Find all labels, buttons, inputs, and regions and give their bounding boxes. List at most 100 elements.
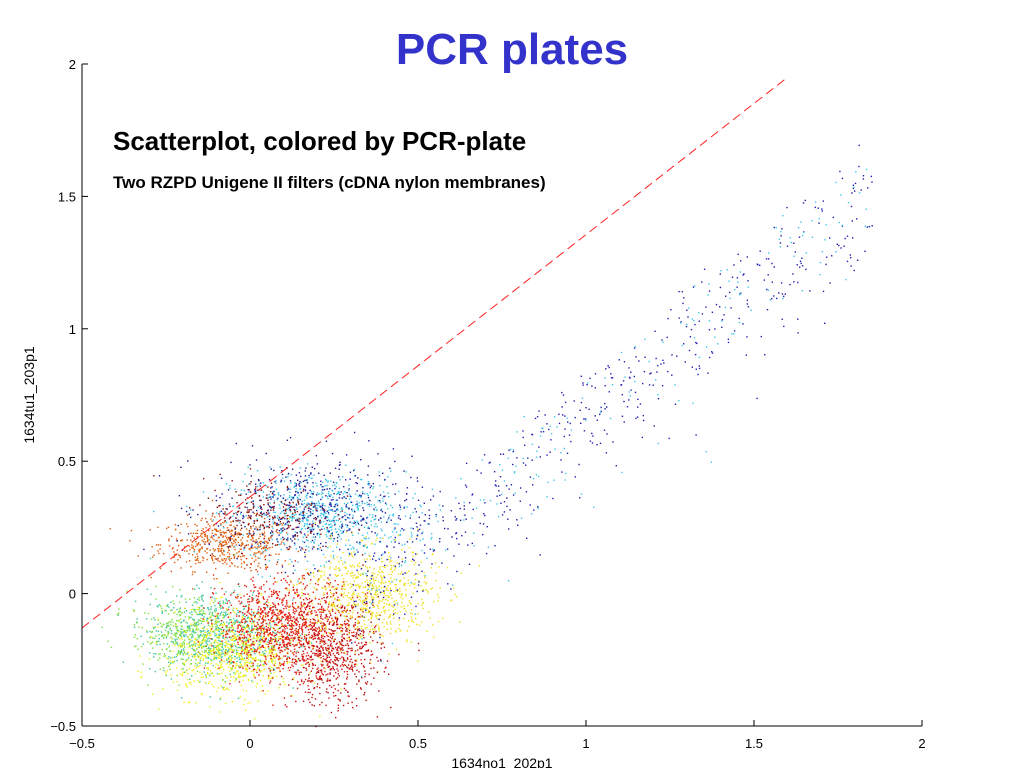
scatter-point bbox=[244, 584, 246, 587]
scatter-point bbox=[234, 612, 236, 614]
scatter-point bbox=[281, 511, 283, 513]
scatter-point bbox=[391, 506, 394, 509]
scatter-point bbox=[214, 489, 216, 492]
scatter-point bbox=[253, 620, 256, 622]
scatter-point bbox=[197, 619, 200, 621]
scatter-point bbox=[320, 509, 322, 511]
scatter-point bbox=[249, 634, 251, 636]
scatter-point bbox=[308, 640, 310, 642]
scatter-point bbox=[248, 638, 250, 641]
scatter-point bbox=[234, 643, 236, 645]
scatter-point bbox=[346, 657, 349, 659]
scatter-point bbox=[286, 658, 288, 660]
scatter-point bbox=[292, 658, 294, 660]
scatter-point bbox=[431, 488, 434, 490]
scatter-point bbox=[237, 511, 239, 513]
scatter-point bbox=[329, 526, 331, 529]
scatter-point bbox=[272, 533, 274, 535]
scatter-point bbox=[351, 647, 353, 649]
scatter-point bbox=[287, 514, 289, 517]
scatter-point bbox=[240, 545, 242, 547]
scatter-point bbox=[228, 545, 231, 547]
scatter-point bbox=[215, 651, 218, 654]
scatter-point bbox=[322, 658, 325, 660]
scatter-point bbox=[278, 534, 280, 536]
scatter-point bbox=[318, 544, 320, 547]
scatter-point bbox=[360, 478, 362, 481]
scatter-point bbox=[251, 611, 253, 613]
scatter-point bbox=[268, 554, 270, 556]
scatter-point bbox=[309, 515, 311, 517]
scatter-point bbox=[293, 677, 295, 679]
scatter-point bbox=[330, 596, 332, 598]
scatter-point bbox=[315, 455, 318, 457]
scatter-point bbox=[248, 679, 250, 681]
scatter-point bbox=[244, 545, 246, 547]
scatter-point bbox=[193, 588, 196, 590]
scatter-point bbox=[306, 605, 308, 608]
scatter-point bbox=[257, 666, 259, 668]
scatter-point bbox=[273, 589, 275, 592]
scatter-point bbox=[327, 582, 330, 585]
scatter-point bbox=[319, 715, 321, 718]
scatter-point bbox=[241, 649, 244, 651]
scatter-point bbox=[352, 666, 354, 669]
scatter-point bbox=[205, 642, 208, 645]
scatter-point bbox=[204, 550, 206, 552]
scatter-point bbox=[264, 662, 266, 664]
scatter-point bbox=[178, 495, 181, 497]
scatter-point bbox=[228, 600, 230, 602]
scatter-point bbox=[324, 485, 326, 487]
scatter-point bbox=[263, 630, 265, 632]
scatter-point bbox=[230, 647, 233, 649]
scatter-point bbox=[304, 645, 306, 648]
scatter-point bbox=[310, 492, 312, 495]
scatter-point bbox=[361, 554, 364, 556]
scatter-point bbox=[153, 617, 155, 619]
scatter-point bbox=[278, 614, 280, 616]
scatter-point bbox=[183, 635, 185, 637]
scatter-point bbox=[264, 693, 266, 695]
scatter-point bbox=[234, 633, 236, 635]
scatter-point bbox=[354, 604, 356, 606]
scatter-point bbox=[249, 652, 252, 654]
scatter-point bbox=[243, 674, 245, 676]
scatter-point bbox=[378, 519, 380, 521]
scatter-point bbox=[188, 643, 190, 645]
scatter-point bbox=[352, 706, 354, 709]
scatter-point bbox=[313, 503, 316, 505]
scatter-point bbox=[180, 507, 183, 510]
scatter-point bbox=[215, 615, 218, 618]
scatter-point bbox=[327, 618, 329, 621]
scatter-point bbox=[272, 645, 274, 647]
scatter-point bbox=[211, 529, 214, 532]
scatter-point bbox=[340, 688, 342, 690]
scatter-point bbox=[295, 485, 297, 487]
scatter-point bbox=[308, 647, 311, 649]
scatter-point bbox=[272, 649, 275, 651]
scatter-point bbox=[216, 642, 219, 644]
scatter-point bbox=[193, 669, 195, 671]
scatter-point bbox=[241, 602, 243, 604]
scatter-point bbox=[306, 523, 308, 526]
scatter-point bbox=[341, 585, 343, 588]
scatter-point bbox=[232, 629, 234, 631]
scatter-point bbox=[280, 611, 282, 613]
scatter-point bbox=[349, 495, 352, 497]
scatter-point bbox=[213, 641, 216, 644]
scatter-point bbox=[306, 479, 309, 481]
scatter-point bbox=[237, 627, 239, 630]
scatter-point bbox=[317, 525, 319, 527]
scatter-point bbox=[357, 532, 359, 535]
scatter-point bbox=[199, 504, 201, 506]
scatter-point bbox=[247, 534, 250, 537]
scatter-point bbox=[231, 529, 233, 532]
scatter-point bbox=[301, 527, 303, 530]
scatter-point bbox=[168, 645, 171, 647]
scatter-point bbox=[226, 537, 228, 539]
scatter-point bbox=[302, 655, 304, 658]
scatter-point bbox=[306, 519, 308, 521]
scatter-point bbox=[170, 630, 173, 632]
scatter-point bbox=[343, 609, 345, 612]
scatter-point bbox=[360, 652, 362, 654]
